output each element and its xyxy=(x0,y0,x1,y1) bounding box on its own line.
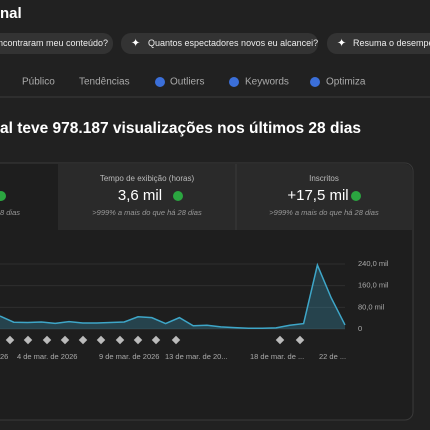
metric-card[interactable] xyxy=(58,164,236,230)
card-title: Inscritos xyxy=(309,174,339,183)
card-title: Tempo de exibição (horas) xyxy=(100,174,195,183)
x-tick-label: 9 de mar. de 2026 xyxy=(99,352,159,361)
event-icon xyxy=(295,335,305,345)
y-tick-label: 80,0 mil xyxy=(358,302,385,311)
sparkle: ✦ xyxy=(337,37,346,49)
event-icon xyxy=(96,335,106,345)
x-tick-label: 26 xyxy=(0,352,8,361)
card-change: >999% a mais do que há 28 dias xyxy=(269,208,379,217)
tab[interactable]: Público xyxy=(22,77,55,88)
x-tick-label: 4 de mar. de 2026 xyxy=(17,352,77,361)
chip[interactable] xyxy=(121,33,318,54)
card-change: >999% a mais do que há 28 dias xyxy=(92,208,202,217)
y-tick-label: 0 xyxy=(358,324,362,333)
y-tick-label: 160,0 mil xyxy=(358,281,389,290)
x-tick-label: 18 de mar. de ... xyxy=(250,352,304,361)
event-icon xyxy=(115,335,125,345)
x-tick-label: 13 de mar. de 20... xyxy=(165,352,228,361)
y-tick-label: 240,0 mil xyxy=(358,259,389,268)
tab[interactable]: Keywords xyxy=(245,77,289,88)
tab[interactable]: Tendências xyxy=(79,77,130,88)
tab-icon xyxy=(229,77,239,87)
headline: al teve 978.187 visualizações nos último… xyxy=(0,120,361,137)
chip-text: ncontraram meu conteúdo? xyxy=(0,38,108,48)
channel-title: nal xyxy=(0,5,22,22)
tab-icon xyxy=(310,77,320,87)
event-icon xyxy=(78,335,88,345)
event-icon xyxy=(5,335,15,345)
card-value: +17,5 mil xyxy=(287,187,348,204)
metric-card[interactable] xyxy=(236,164,412,230)
card-value: 3,6 mil xyxy=(118,187,162,204)
event-icon xyxy=(60,335,70,345)
tab-icon xyxy=(155,77,165,87)
chip[interactable] xyxy=(0,33,113,54)
event-icon xyxy=(171,335,181,345)
card-change: 8 dias xyxy=(0,208,20,217)
event-icon xyxy=(151,335,161,345)
chip-text: Quantos espectadores novos eu alcancei? xyxy=(148,38,318,48)
event-icon xyxy=(42,335,52,345)
event-icon xyxy=(23,335,33,345)
sparkle: ✦ xyxy=(131,37,140,49)
chip[interactable] xyxy=(327,33,430,54)
chip-text: Resuma o desempe xyxy=(353,38,430,48)
x-tick-label: 22 de ... xyxy=(319,352,346,361)
tab[interactable]: Optimiza xyxy=(326,77,366,88)
up-icon xyxy=(351,191,361,201)
up-icon xyxy=(173,191,183,201)
tab[interactable]: Outliers xyxy=(170,77,204,88)
event-icon xyxy=(275,335,285,345)
up-icon xyxy=(0,191,6,201)
event-icon xyxy=(133,335,143,345)
line xyxy=(0,262,346,329)
